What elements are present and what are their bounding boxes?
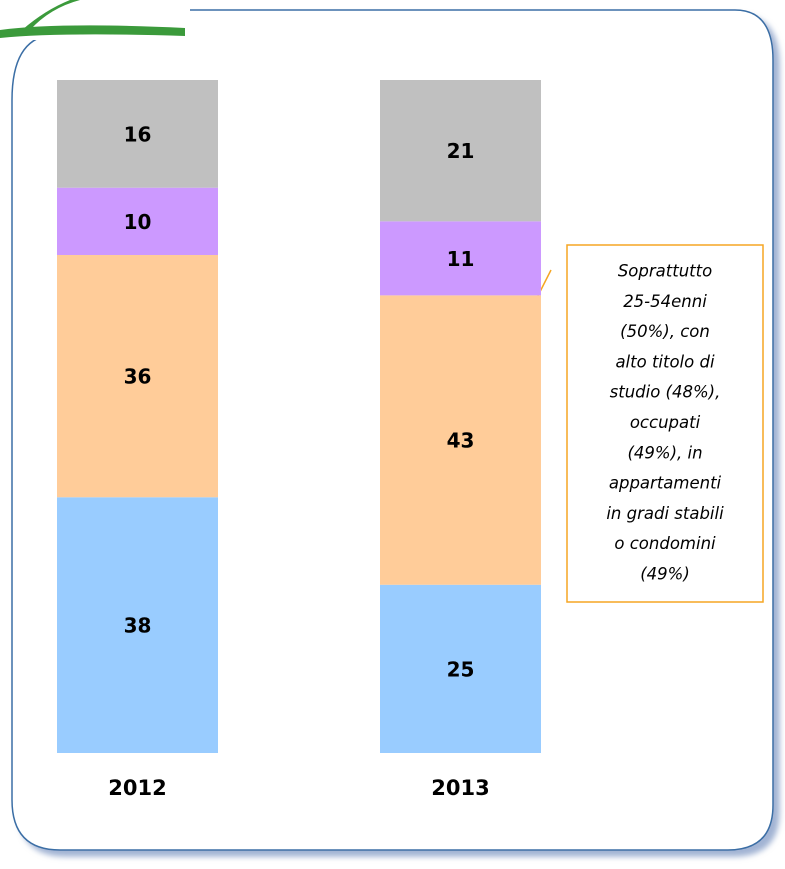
bar-segment (57, 187, 218, 255)
bar-segment (57, 254, 218, 498)
x-tick-label: 2012 (108, 776, 166, 800)
annotation-line: o condomini (614, 534, 716, 553)
bar-segment (380, 80, 541, 222)
data-label: 10 (124, 210, 152, 234)
data-label: 11 (447, 247, 475, 271)
annotation-line: Soprattutto (618, 262, 712, 281)
bar-segment (57, 80, 218, 188)
data-label: 25 (447, 657, 475, 681)
x-tick-label: 2013 (431, 776, 489, 800)
annotation-line: (49%) (640, 565, 690, 584)
annotation-line: appartamenti (609, 474, 722, 493)
annotation-line: in gradi stabili (606, 504, 724, 523)
annotation-line: (50%), con (620, 322, 710, 341)
data-label: 43 (447, 429, 475, 453)
annotation-line: studio (48%), (610, 383, 721, 402)
bar-segment (57, 497, 218, 753)
annotation-line: occupati (630, 413, 701, 432)
bar-segment (380, 221, 541, 296)
data-label: 36 (124, 365, 152, 389)
annotation-line: 25-54enni (623, 292, 707, 311)
bar-segment (380, 295, 541, 585)
annotation-line: (49%), in (627, 443, 702, 462)
data-label: 38 (124, 614, 152, 638)
bar-segment (380, 584, 541, 753)
data-label: 21 (447, 139, 475, 163)
annotation-line: alto titolo di (615, 352, 715, 371)
data-label: 16 (124, 122, 152, 146)
annotation-box (566, 244, 764, 603)
logo (0, 0, 190, 40)
